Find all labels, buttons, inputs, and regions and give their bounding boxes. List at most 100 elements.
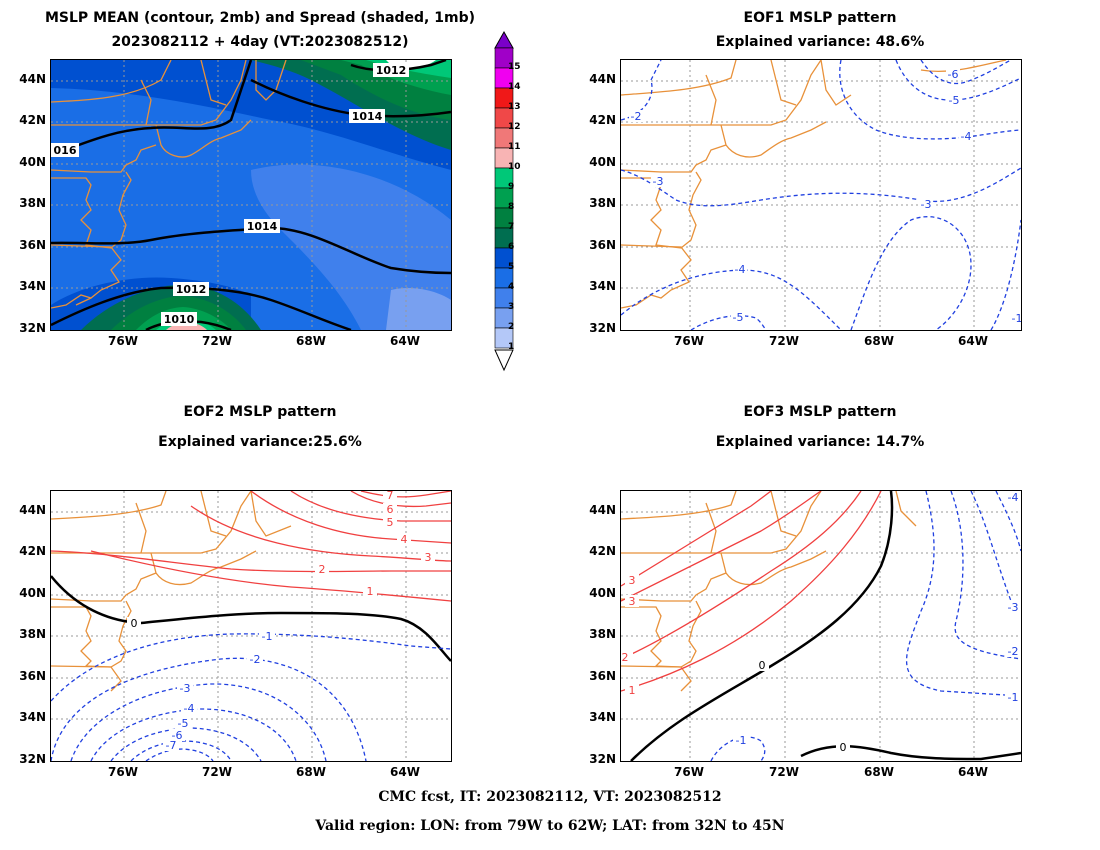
eof2-label-m7: -7 (166, 739, 177, 752)
lon-tick-label: 64W (958, 765, 988, 779)
lon-tick-label: 72W (202, 765, 232, 779)
lon-tick-label: 64W (958, 334, 988, 348)
lon-tick-label: 76W (108, 334, 138, 348)
lon-tick-label: 68W (864, 334, 894, 348)
lat-tick-label: 42N (589, 113, 616, 127)
eof2-coastline (51, 491, 292, 692)
eof2-label-3: 3 (425, 551, 432, 564)
eof2-negative-contours (51, 633, 451, 761)
mean-label-1014-mid: 1014 (247, 220, 278, 233)
footer-line2: Valid region: LON: from 79W to 62W; LAT:… (315, 818, 785, 834)
eof2-label-7: 7 (387, 491, 394, 502)
eof2-label-m2: -2 (250, 653, 261, 666)
lon-tick-label: 72W (769, 334, 799, 348)
eof2-gridlines (51, 491, 451, 761)
colorbar-label: 6 (508, 242, 515, 252)
eof3-coastline (621, 491, 917, 692)
eof2-zero-contour (51, 575, 451, 662)
mean-map: 1012 1014 016 1014 1012 1010 (50, 59, 452, 331)
eof3-title-line2: Explained variance: 14.7% (715, 434, 925, 450)
colorbar-label: 12 (508, 122, 521, 132)
colorbar-top-arrow (494, 30, 514, 49)
eof1-contour-labels: -6 -5 -4 -3 -2 -3 -4 -5 -1 (629, 68, 1021, 325)
mean-label-1012-s: 1012 (176, 283, 207, 296)
lon-tick-label: 68W (296, 765, 326, 779)
eof3-map-svg: 3 3 2 1 0 0 -1 -2 -3 -4 -1 (621, 491, 1021, 761)
eof2-label-m6: -6 (172, 729, 183, 742)
eof1-label-m6: -6 (948, 68, 959, 81)
colorbar-label: 10 (508, 162, 521, 172)
eof2-label-m5: -5 (178, 717, 189, 730)
eof2-label-5: 5 (387, 516, 394, 529)
lat-tick-label: 38N (589, 196, 616, 210)
lon-tick-label: 68W (296, 334, 326, 348)
lat-tick-label: 36N (589, 238, 616, 252)
lat-tick-label: 32N (19, 752, 46, 766)
colorbar-label: 4 (508, 282, 515, 292)
mean-map-svg: 1012 1014 016 1014 1012 1010 (51, 60, 451, 330)
colorbar-label: 14 (508, 82, 521, 92)
mean-label-1012-ne: 1012 (376, 64, 407, 77)
eof1-label-m5-s: -5 (733, 311, 744, 324)
spread-shade-se (386, 288, 451, 330)
eof1-coastline (621, 60, 1007, 309)
lon-tick-label: 76W (674, 765, 704, 779)
eof1-title-line2: Explained variance: 48.6% (715, 34, 925, 50)
lat-tick-label: 40N (589, 155, 616, 169)
eof2-contour-labels: 7 6 5 4 3 2 1 0 -1 -2 -3 -4 -5 (127, 491, 435, 752)
eof1-label-m3-w: -3 (653, 175, 664, 188)
lat-tick-label: 36N (19, 669, 46, 683)
colorbar-label: 5 (508, 262, 515, 272)
footer-line1: CMC fcst, IT: 2023082112, VT: 2023082512 (378, 789, 722, 805)
mean-contour-labels: 1012 1014 016 1014 1012 1010 (51, 63, 409, 326)
colorbar-label: 11 (508, 142, 521, 152)
colorbar-cell (494, 327, 514, 349)
lat-tick-label: 32N (589, 752, 616, 766)
lon-tick-label: 64W (390, 765, 420, 779)
eof3-zero-contour (630, 491, 1021, 761)
eof1-label-m2: -2 (631, 110, 642, 123)
eof3-label-3b: 3 (629, 595, 636, 608)
eof2-label-0: 0 (131, 617, 138, 630)
eof2-label-6: 6 (387, 503, 394, 516)
eof3-map: 3 3 2 1 0 0 -1 -2 -3 -4 -1 (620, 490, 1022, 762)
colorbar-cells (494, 47, 514, 349)
colorbar-label: 2 (508, 322, 515, 332)
lat-tick-label: 42N (19, 544, 46, 558)
mean-title-line2: 2023082112 + 4day (VT:2023082512) (111, 34, 409, 50)
lat-tick-label: 40N (589, 586, 616, 600)
lat-tick-label: 34N (589, 279, 616, 293)
lon-tick-label: 76W (674, 334, 704, 348)
lon-tick-label: 64W (390, 334, 420, 348)
eof1-label-m3-e: -3 (921, 198, 932, 211)
colorbar-label: 15 (508, 62, 521, 72)
lat-tick-label: 38N (19, 627, 46, 641)
lon-tick-label: 68W (864, 765, 894, 779)
lat-tick-label: 38N (589, 627, 616, 641)
eof3-label-3a: 3 (629, 574, 636, 587)
mean-coastline (51, 60, 287, 309)
lat-tick-label: 44N (589, 503, 616, 517)
eof2-map-svg: 7 6 5 4 3 2 1 0 -1 -2 -3 -4 -5 (51, 491, 451, 761)
eof2-label-2: 2 (319, 563, 326, 576)
colorbar-label: 13 (508, 102, 521, 112)
eof3-label-m4: -4 (1008, 491, 1019, 504)
eof3-negative-contours (710, 491, 1021, 761)
mean-label-1016-w: 016 (54, 144, 77, 157)
colorbar-label: 7 (508, 222, 515, 232)
eof3-label-m2: -2 (1008, 645, 1019, 658)
mean-title-line1: MSLP MEAN (contour, 2mb) and Spread (sha… (45, 10, 475, 26)
mean-label-1010-s: 1010 (164, 313, 195, 326)
eof3-contour-labels: 3 3 2 1 0 0 -1 -2 -3 -4 -1 (621, 491, 1021, 754)
eof1-label-m5: -5 (949, 94, 960, 107)
eof2-title-line2: Explained variance:25.6% (158, 434, 362, 450)
eof2-title-line1: EOF2 MSLP pattern (183, 404, 337, 420)
eof2-label-1: 1 (367, 585, 374, 598)
eof2-label-4: 4 (401, 533, 408, 546)
lat-tick-label: 44N (19, 503, 46, 517)
lat-tick-label: 34N (589, 710, 616, 724)
eof2-map: 7 6 5 4 3 2 1 0 -1 -2 -3 -4 -5 (50, 490, 452, 762)
eof2-label-m4: -4 (184, 702, 195, 715)
eof1-label-m4-s: -4 (735, 263, 746, 276)
lat-tick-label: 38N (19, 196, 46, 210)
